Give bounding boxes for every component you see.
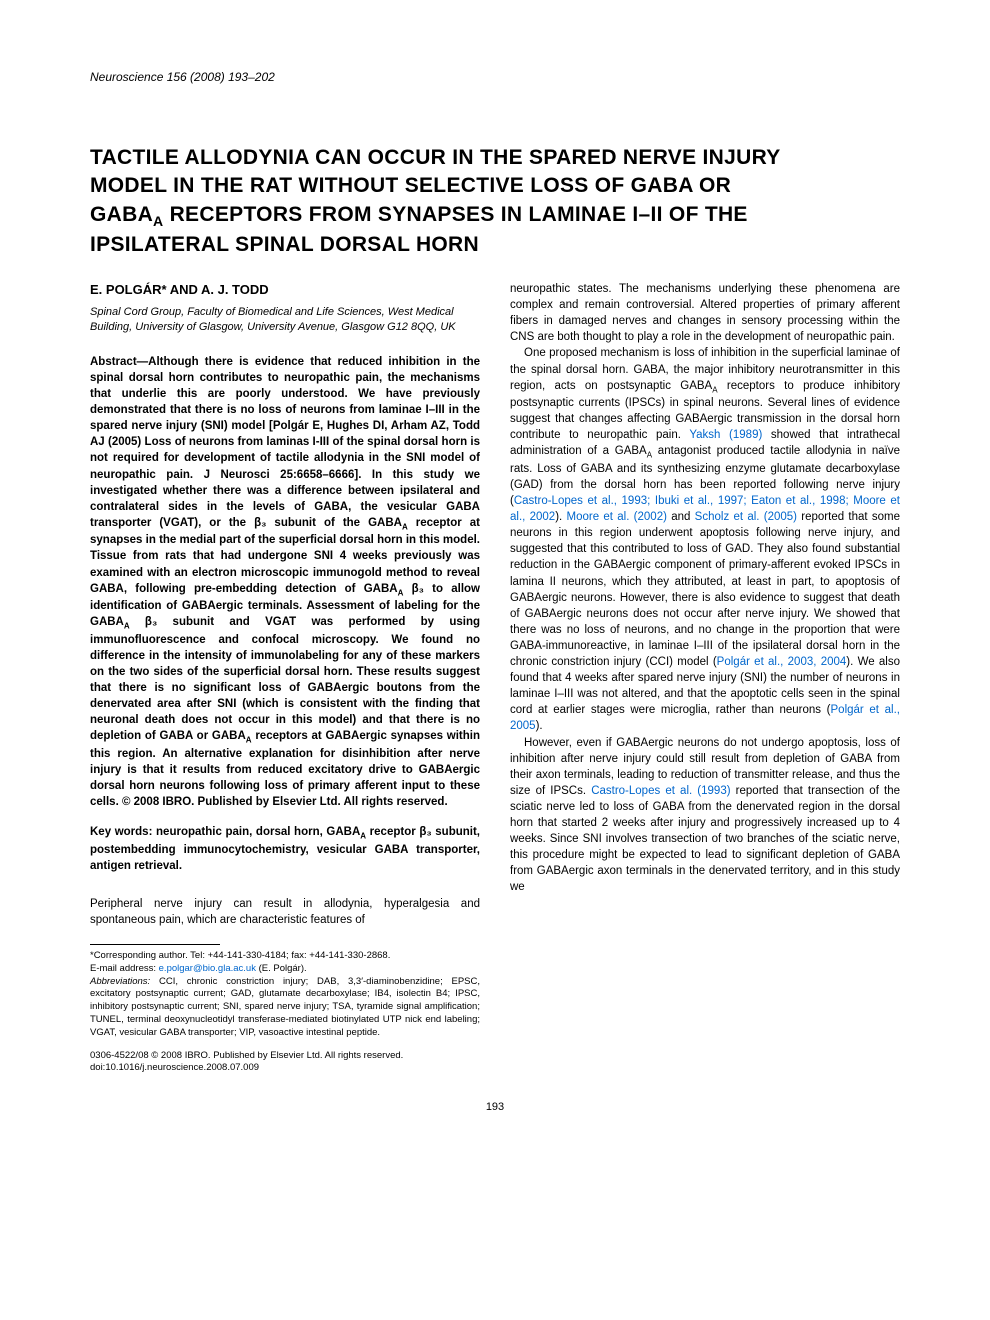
title-sub: A [153,213,163,229]
citation-castro-93[interactable]: Castro-Lopes et al. (1993) [591,785,730,797]
email-label: E-mail address: [90,963,159,974]
footnotes: *Corresponding author. Tel: +44-141-330-… [90,950,480,1040]
doi-text: doi:10.1016/j.neuroscience.2008.07.009 [90,1062,480,1075]
email-line: E-mail address: e.polgar@bio.gla.ac.uk (… [90,963,480,976]
title-line3b: RECEPTORS FROM SYNAPSES IN LAMINAE I–II … [163,203,747,226]
title-line1: TACTILE ALLODYNIA CAN OCCUR IN THE SPARE… [90,146,781,169]
abstract: Abstract—Although there is evidence that… [90,354,480,810]
intro-paragraph: Peripheral nerve injury can result in al… [90,896,480,928]
two-column-layout: E. POLGÁR* AND A. J. TODD Spinal Cord Gr… [90,281,900,1075]
page-number: 193 [90,1101,900,1113]
right-body: neuropathic states. The mechanisms under… [510,281,900,895]
journal-header: Neuroscience 156 (2008) 193–202 [90,70,900,84]
article-title: TACTILE ALLODYNIA CAN OCCUR IN THE SPARE… [90,144,900,259]
corresponding-author: *Corresponding author. Tel: +44-141-330-… [90,950,480,963]
page-container: Neuroscience 156 (2008) 193–202 TACTILE … [0,0,990,1163]
abbreviations: Abbreviations: CCI, chronic constriction… [90,976,480,1040]
r2e: ). [555,511,566,523]
r2g: reported that some neurons in this regio… [510,511,900,668]
citation-polgar-03-04[interactable]: Polgár et al., 2003, 2004 [717,656,847,668]
title-line4: IPSILATERAL SPINAL DORSAL HORN [90,233,479,256]
intro-p1: Peripheral nerve injury can result in al… [90,896,480,928]
right-p3: However, even if GABAergic neurons do no… [510,735,900,896]
citation-yaksh[interactable]: Yaksh (1989) [689,429,762,441]
footnote-separator [90,944,220,945]
citation-scholz[interactable]: Scholz et al. (2005) [695,511,797,523]
abstract-text-4: β₃ subunit and VGAT was performed by usi… [90,616,480,742]
r2i: ). [536,720,543,732]
left-column: E. POLGÁR* AND A. J. TODD Spinal Cord Gr… [90,281,480,1075]
abstract-text-1: Abstract—Although there is evidence that… [90,356,480,529]
copyright-block: 0306-4522/08 © 2008 IBRO. Published by E… [90,1050,480,1076]
affiliation: Spinal Cord Group, Faculty of Biomedical… [90,305,470,334]
email-link[interactable]: e.polgar@bio.gla.ac.uk [159,963,256,974]
right-p1: neuropathic states. The mechanisms under… [510,281,900,345]
keywords-text-1: Key words: neuropathic pain, dorsal horn… [90,826,360,838]
keywords: Key words: neuropathic pain, dorsal horn… [90,824,480,874]
abbrev-label: Abbreviations: [90,976,159,987]
copyright-text: 0306-4522/08 © 2008 IBRO. Published by E… [90,1050,480,1063]
right-column: neuropathic states. The mechanisms under… [510,281,900,1075]
title-line2: MODEL IN THE RAT WITHOUT SELECTIVE LOSS … [90,174,731,197]
citation-moore[interactable]: Moore et al. (2002) [567,511,667,523]
title-line3a: GABA [90,203,153,226]
email-author-name: (E. Polgár). [256,963,307,974]
right-p2: One proposed mechanism is loss of inhibi… [510,345,900,734]
r2f: and [667,511,695,523]
authors: E. POLGÁR* AND A. J. TODD [90,281,480,299]
r3b: reported that transection of the sciatic… [510,785,900,894]
